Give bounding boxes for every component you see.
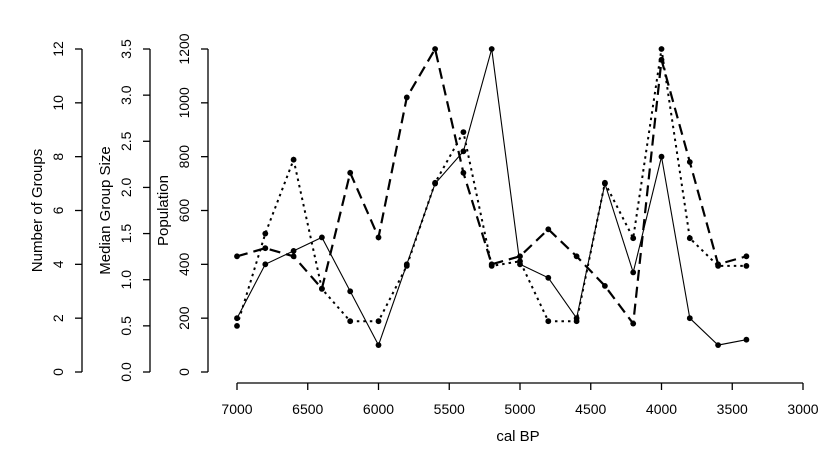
series-point-3 — [715, 261, 721, 268]
series-point-1 — [715, 342, 721, 348]
series-point-1 — [743, 336, 750, 343]
x-tick-label: 6000 — [363, 401, 394, 417]
y-tick-label-1: 2 — [50, 314, 66, 322]
x-tick-label: 4500 — [575, 401, 606, 417]
series-point-3 — [262, 245, 269, 252]
series-point-2 — [234, 323, 240, 329]
series-point-3 — [545, 226, 552, 233]
series-point-2 — [686, 235, 693, 242]
y-axis-title-3: Population — [155, 175, 172, 246]
series-point-2 — [602, 179, 608, 186]
series-point-2 — [573, 318, 580, 325]
series-point-1 — [630, 269, 637, 276]
x-tick-label: 5000 — [504, 401, 535, 417]
series-point-3 — [460, 169, 467, 176]
x-tick-label: 4000 — [646, 401, 677, 417]
series-point-2 — [658, 46, 665, 52]
series-point-1 — [375, 342, 382, 348]
y-tick-label-3: 0 — [176, 368, 192, 376]
series-point-1 — [319, 234, 325, 241]
x-tick-label: 5500 — [434, 401, 465, 417]
y-tick-label-1: 12 — [50, 41, 66, 57]
series-line-2 — [236, 48, 747, 327]
y-tick-label-3: 1200 — [176, 33, 192, 64]
x-tick-label: 6500 — [292, 401, 323, 417]
series-point-2 — [630, 235, 637, 242]
y-axis-title-2: Median Group Size — [97, 146, 114, 274]
series-point-2 — [262, 230, 269, 237]
series-point-1 — [686, 315, 693, 322]
series-point-2 — [432, 179, 438, 186]
series-point-1 — [545, 274, 552, 281]
series-point-3 — [319, 285, 325, 292]
series-point-2 — [347, 318, 354, 325]
y-tick-label-1: 0 — [50, 368, 66, 376]
series-point-3 — [573, 253, 580, 260]
series-point-3 — [488, 261, 495, 268]
y-tick-label-3: 800 — [176, 145, 192, 169]
y-tick-label-2: 3.5 — [118, 39, 134, 59]
y-tick-label-3: 400 — [176, 252, 192, 276]
series-point-2 — [517, 258, 523, 265]
series-point-2 — [460, 129, 467, 136]
y-tick-label-2: 0.5 — [118, 316, 134, 336]
series-point-1 — [290, 248, 297, 254]
series-point-1 — [234, 315, 240, 322]
series-point-1 — [460, 148, 467, 155]
y-tick-label-2: 2.5 — [118, 131, 134, 151]
x-tick-label: 3500 — [717, 401, 748, 417]
series-point-3 — [602, 283, 608, 289]
series-point-3 — [658, 56, 665, 63]
y-tick-label-2: 3.0 — [118, 85, 134, 105]
series-point-3 — [375, 234, 382, 241]
y-tick-label-2: 0.0 — [118, 362, 134, 382]
y-tick-label-2: 1.0 — [118, 270, 134, 290]
series-point-2 — [743, 263, 750, 269]
series-point-2 — [545, 318, 552, 325]
y-axis-title-1: Number of Groups — [29, 149, 46, 272]
y-tick-label-1: 6 — [50, 206, 66, 214]
x-tick-label: 3000 — [787, 401, 818, 417]
y-tick-label-2: 1.5 — [118, 224, 134, 244]
series-point-3 — [290, 253, 297, 260]
series-point-3 — [686, 159, 693, 165]
series-point-3 — [432, 46, 438, 52]
series-point-1 — [262, 261, 269, 268]
series-point-3 — [517, 253, 523, 260]
series-point-3 — [743, 253, 750, 260]
series-point-1 — [658, 153, 665, 160]
series-line-3 — [236, 46, 747, 327]
series-point-3 — [347, 169, 354, 176]
series-point-3 — [234, 253, 240, 260]
y-tick-label-3: 1000 — [176, 87, 192, 118]
y-tick-label-2: 2.0 — [118, 177, 134, 197]
x-axis-title: cal BP — [496, 428, 539, 445]
y-tick-label-1: 4 — [50, 260, 66, 268]
series-point-3 — [630, 320, 637, 327]
series-point-1 — [347, 288, 354, 295]
y-tick-label-3: 600 — [176, 199, 192, 223]
y-tick-label-3: 200 — [176, 306, 192, 330]
y-tick-label-1: 8 — [50, 153, 66, 161]
x-tick-label: 7000 — [221, 401, 252, 417]
series-point-2 — [403, 263, 410, 269]
y-tick-label-1: 10 — [50, 95, 66, 111]
series-point-2 — [290, 156, 297, 163]
series-point-1 — [488, 46, 495, 52]
series-point-3 — [403, 94, 410, 101]
series-point-2 — [375, 318, 382, 325]
